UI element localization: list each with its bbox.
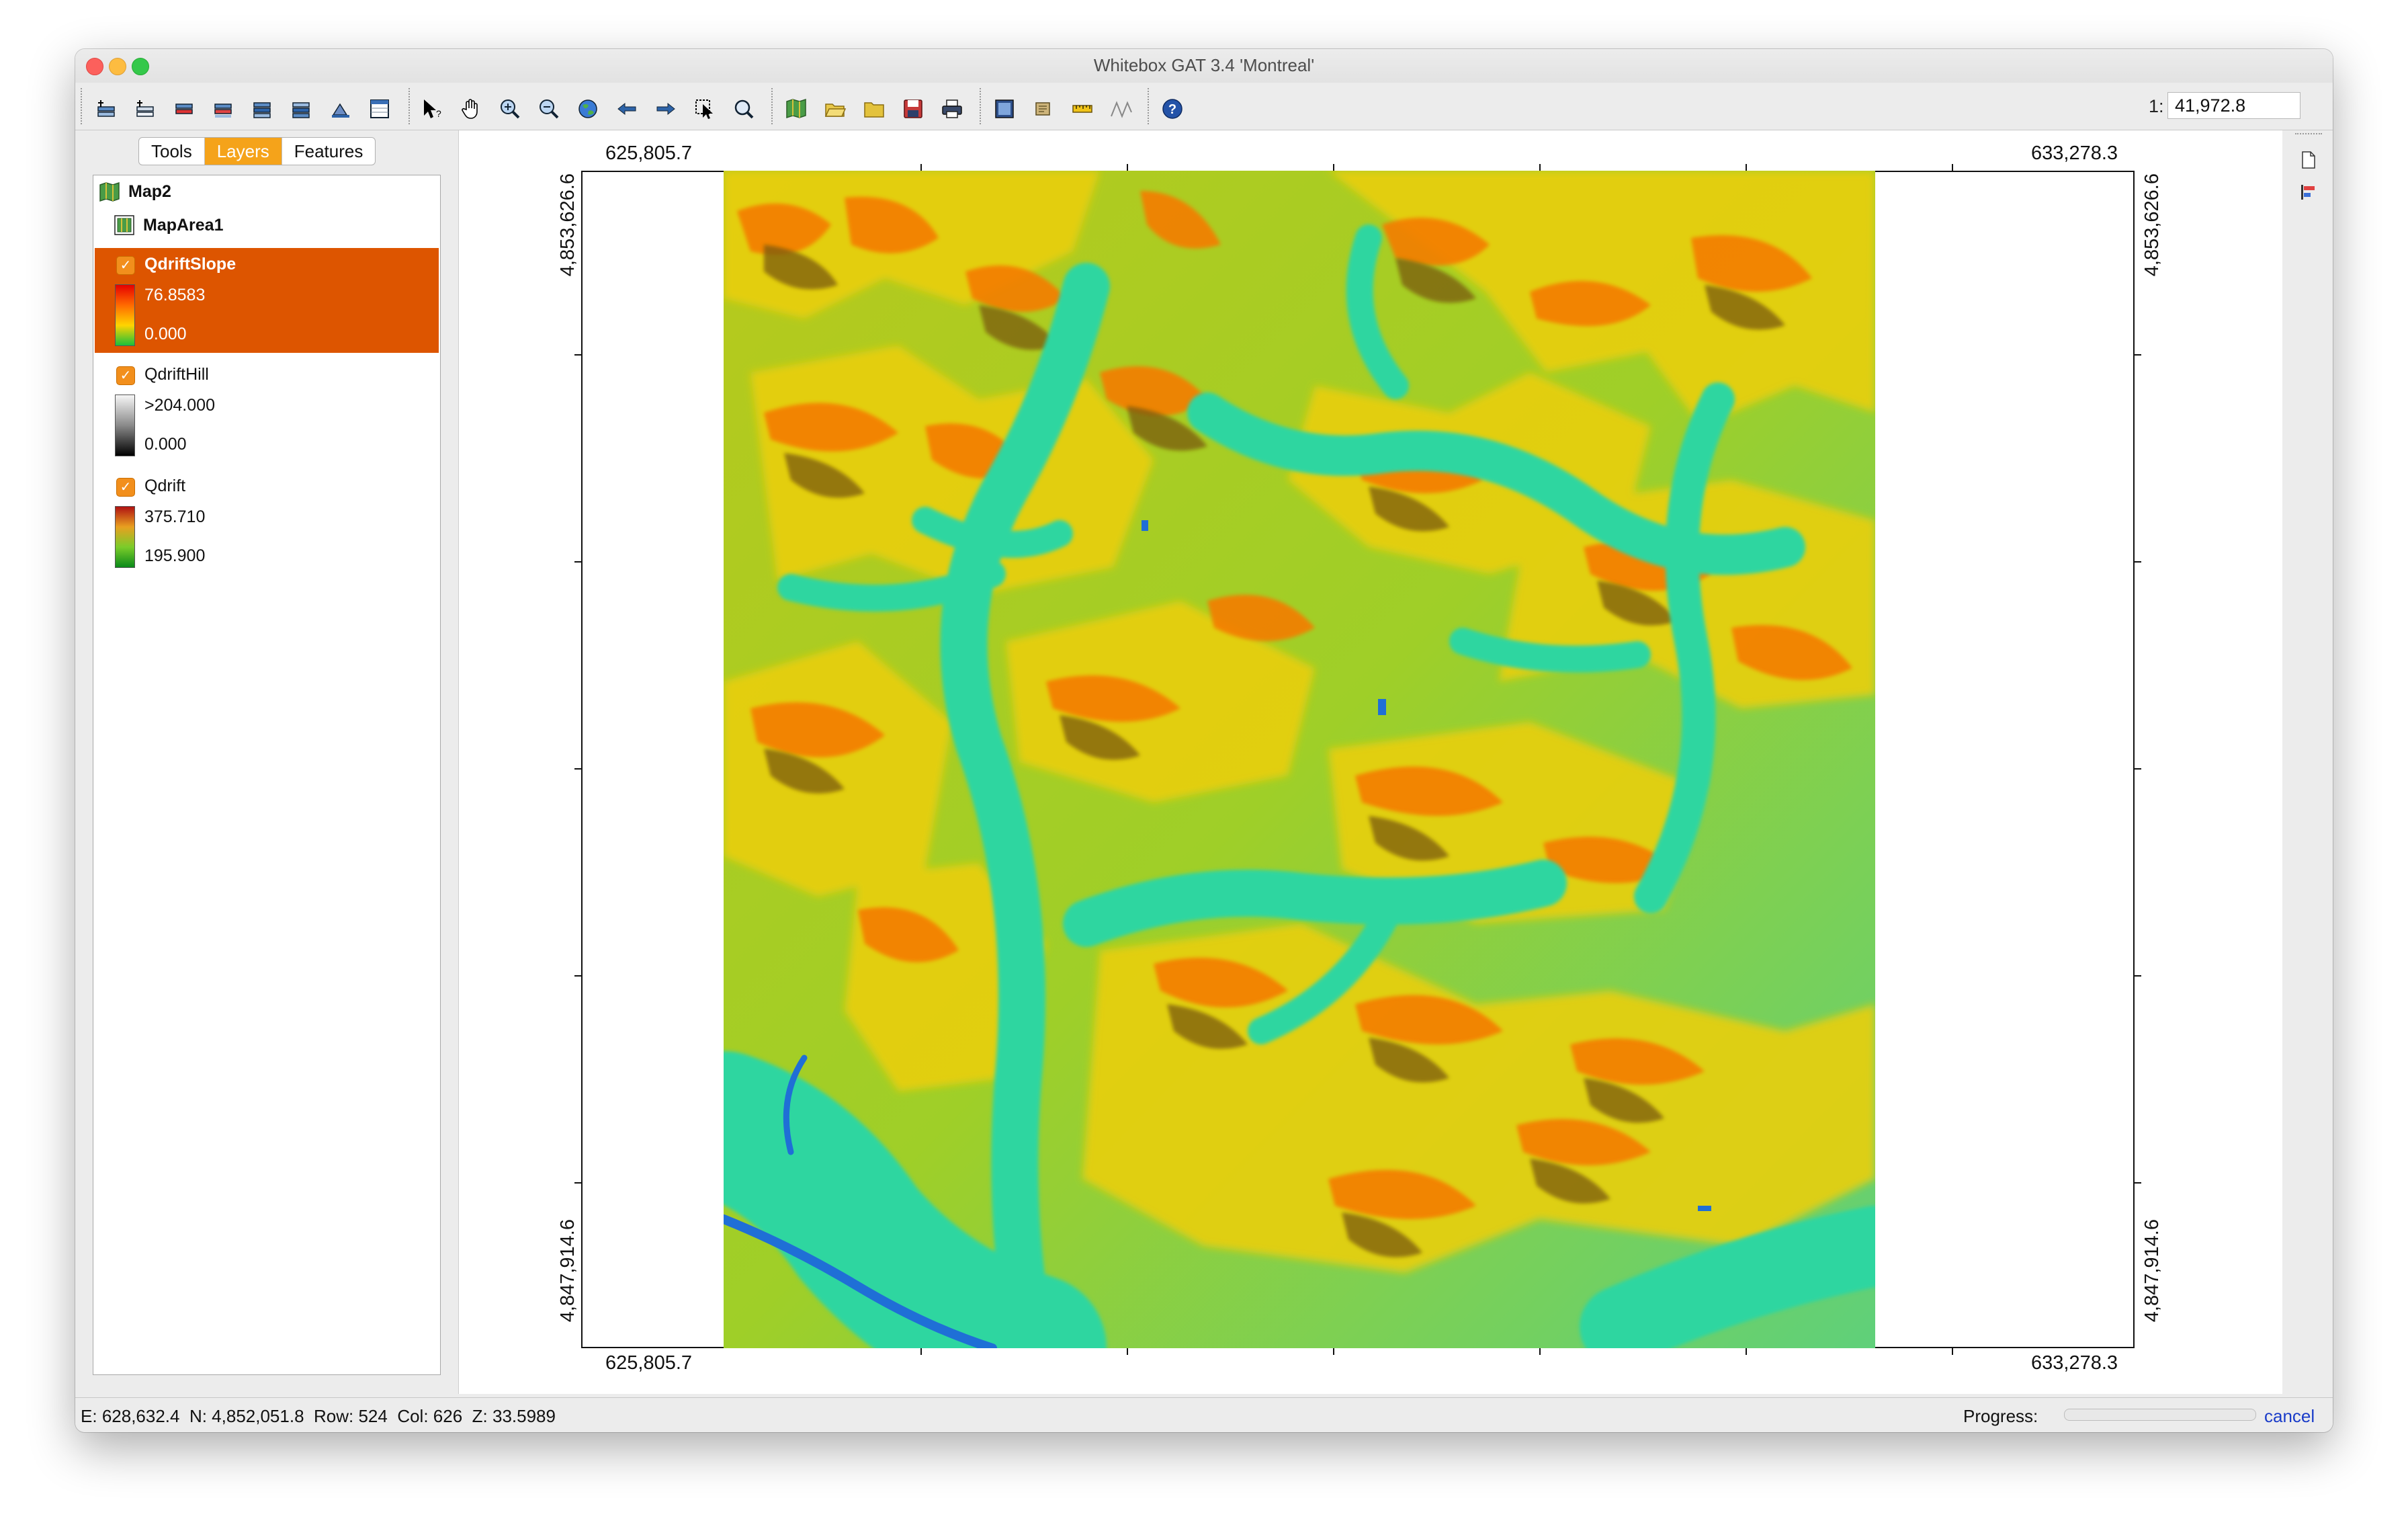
tab-features[interactable]: Features xyxy=(294,141,363,161)
layer-item-qdrift[interactable]: ✓ Qdrift 375.710 195.900 xyxy=(93,470,440,568)
layer-visibility-checkbox[interactable]: ✓ xyxy=(116,366,135,385)
legend-min-value: 195.900 xyxy=(144,546,206,565)
window-title: Whitebox GAT 3.4 'Montreal' xyxy=(1093,55,1315,75)
northing-value: 4,852,051.8 xyxy=(212,1406,304,1426)
toolbar-grip[interactable] xyxy=(408,88,412,124)
zoom-out-icon[interactable] xyxy=(536,96,562,122)
scale-prefix-label: 1: xyxy=(2149,96,2164,116)
map-icon xyxy=(99,181,120,202)
top-right-easting: 633,278.3 xyxy=(2031,142,2118,164)
new-map-icon[interactable] xyxy=(783,96,809,122)
row-value: 524 xyxy=(358,1406,388,1426)
right-sidebar xyxy=(2283,130,2333,1394)
layers-tree: Map2 MapArea1 ✓ QdriftSlope 76.8583 0.00… xyxy=(93,175,441,1375)
lower-layer-icon[interactable] xyxy=(289,96,314,122)
map-area-icon xyxy=(114,214,135,236)
layer-item-qdrifthill[interactable]: ✓ QdriftHill >204.000 0.000 xyxy=(93,358,440,456)
progress-bar xyxy=(2064,1409,2256,1421)
legend-max-value: 76.8583 xyxy=(144,286,206,304)
top-left-easting: 625,805.7 xyxy=(605,142,693,164)
map-scale-input[interactable] xyxy=(2167,92,2300,119)
legend-max-value: >204.000 xyxy=(144,396,215,415)
tree-item-map-area[interactable]: MapArea1 xyxy=(93,209,440,241)
align-icon[interactable] xyxy=(2299,183,2318,202)
easting-value: 628,632.4 xyxy=(101,1406,180,1426)
tab-layers[interactable]: Layers xyxy=(204,138,282,165)
profile-icon[interactable] xyxy=(1109,96,1134,122)
select-feature-icon[interactable] xyxy=(692,96,718,122)
bottom-right-easting: 633,278.3 xyxy=(2031,1352,2118,1374)
northing-label: N: xyxy=(189,1406,207,1426)
row-label: Row: xyxy=(313,1406,354,1426)
open-map-icon[interactable] xyxy=(822,96,848,122)
main-toolbar: ? xyxy=(75,83,2333,130)
map-area-name-label: MapArea1 xyxy=(143,216,224,235)
easting-label: E: xyxy=(81,1406,97,1426)
layer-visibility-checkbox[interactable]: ✓ xyxy=(116,478,135,497)
toolbar-grip[interactable] xyxy=(771,88,775,124)
slope-palette-bar xyxy=(115,284,135,346)
new-document-icon[interactable] xyxy=(2299,151,2318,169)
layer-name: Qdrift xyxy=(144,477,186,495)
map-name-label: Map2 xyxy=(128,182,171,201)
new-layer-icon[interactable] xyxy=(133,96,159,122)
toolbar-grip[interactable] xyxy=(980,88,983,124)
next-extent-icon[interactable] xyxy=(653,96,679,122)
layer-name: QdriftHill xyxy=(144,365,209,384)
toolbar-grip[interactable] xyxy=(1148,88,1151,124)
toolbar-grip[interactable] xyxy=(81,88,84,124)
pan-hand-icon[interactable] xyxy=(458,96,484,122)
panel-tabs: Tools Layers Features xyxy=(138,137,376,165)
map-frame-ticks xyxy=(574,164,2141,1355)
print-icon[interactable] xyxy=(939,96,965,122)
status-bar: E: 628,632.4 N: 4,852,051.8 Row: 524 Col… xyxy=(75,1397,2333,1432)
tab-tools[interactable]: Tools xyxy=(139,138,205,165)
previous-extent-icon[interactable] xyxy=(614,96,640,122)
scroll-icon[interactable] xyxy=(1031,96,1056,122)
svg-text:?: ? xyxy=(1168,102,1176,117)
cancel-link[interactable]: cancel xyxy=(2264,1406,2315,1426)
measure-icon[interactable] xyxy=(1070,96,1095,122)
legend-min-value: 0.000 xyxy=(144,435,187,454)
col-label: Col: xyxy=(397,1406,429,1426)
open-layer-icon[interactable] xyxy=(94,96,120,122)
maximize-window-button[interactable] xyxy=(132,58,149,75)
progress-label: Progress: xyxy=(1963,1406,2038,1426)
legend-max-value: 375.710 xyxy=(144,507,206,526)
layer-properties-icon[interactable] xyxy=(211,96,236,122)
title-bar: Whitebox GAT 3.4 'Montreal' xyxy=(75,49,2333,83)
minimize-window-button[interactable] xyxy=(109,58,126,75)
layout-icon[interactable] xyxy=(992,96,1017,122)
z-value: 33.5989 xyxy=(492,1406,556,1426)
full-extent-globe-icon[interactable] xyxy=(575,96,601,122)
save-map-icon[interactable] xyxy=(900,96,926,122)
z-label: Z: xyxy=(472,1406,488,1426)
layer-name: QdriftSlope xyxy=(144,255,236,274)
slope-raster-image[interactable] xyxy=(724,171,1875,1348)
layer-visibility-checkbox[interactable]: ✓ xyxy=(116,256,135,275)
sidebar-grip[interactable] xyxy=(2295,133,2322,134)
tree-item-map[interactable]: Map2 xyxy=(93,175,440,208)
layer-item-qdriftslope[interactable]: ✓ QdriftSlope 76.8583 0.000 xyxy=(95,248,439,353)
help-icon[interactable]: ? xyxy=(1160,96,1185,122)
close-window-button[interactable] xyxy=(86,58,103,75)
map-canvas[interactable]: 625,805.7 633,278.3 625,805.7 633,278.3 … xyxy=(458,130,2282,1394)
zoom-to-selection-icon[interactable] xyxy=(731,96,757,122)
attribute-table-icon[interactable] xyxy=(367,96,392,122)
cursor-readout: E: 628,632.4 N: 4,852,051.8 Row: 524 Col… xyxy=(81,1406,556,1427)
dem-palette-bar xyxy=(115,506,135,568)
app-window: Whitebox GAT 3.4 'Montreal' ? xyxy=(75,49,2333,1432)
legend-min-value: 0.000 xyxy=(144,325,187,343)
select-cursor-icon[interactable]: ? xyxy=(419,96,445,122)
bottom-left-easting: 625,805.7 xyxy=(605,1352,693,1374)
col-value: 626 xyxy=(433,1406,463,1426)
left-panel: Tools Layers Features Map2 MapArea1 ✓ xyxy=(75,130,457,1394)
open-folder-icon[interactable] xyxy=(861,96,887,122)
raise-layer-icon[interactable] xyxy=(250,96,275,122)
hillshade-palette-bar xyxy=(115,395,135,456)
zoom-in-icon[interactable] xyxy=(497,96,523,122)
refresh-icon[interactable] xyxy=(328,96,353,122)
svg-text:?: ? xyxy=(436,108,441,119)
remove-layer-icon[interactable] xyxy=(172,96,198,122)
